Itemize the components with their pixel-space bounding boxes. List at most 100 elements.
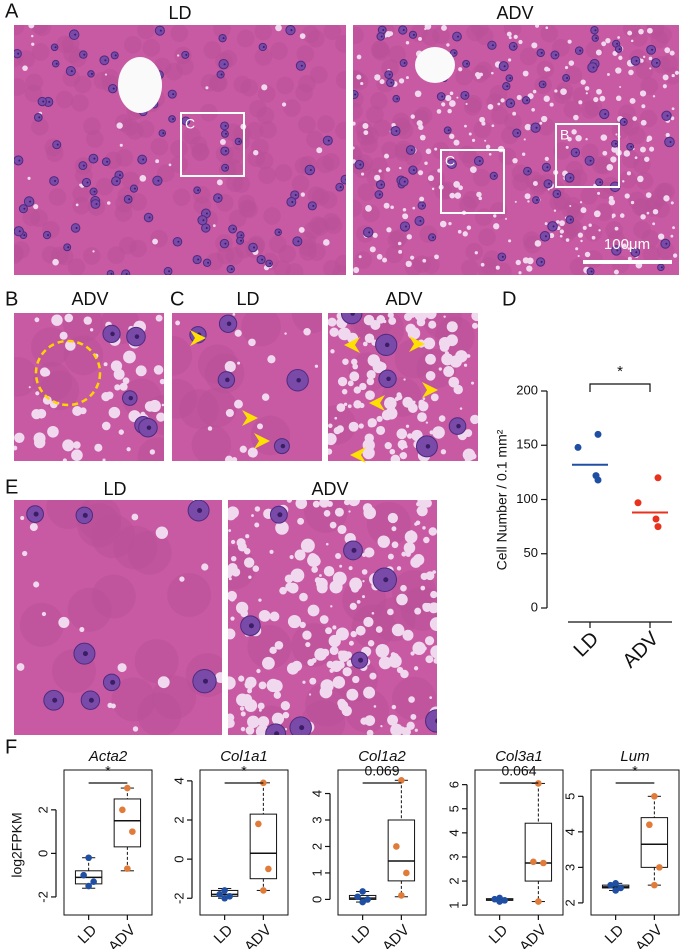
vacuole — [240, 726, 246, 732]
nucleolus — [225, 377, 230, 383]
vacuole — [334, 507, 344, 517]
vacuole — [228, 628, 236, 640]
vacuole — [424, 161, 428, 165]
vacuole — [334, 416, 338, 420]
cytoplasm — [455, 67, 473, 86]
nucleolus — [614, 142, 617, 145]
vacuole — [228, 577, 232, 581]
vacuole — [407, 433, 413, 439]
vacuole — [617, 36, 620, 39]
cytoplasm — [30, 209, 48, 228]
nucleolus — [380, 35, 383, 38]
nucleolus — [513, 45, 516, 48]
vacuole — [364, 549, 373, 558]
vacuole — [347, 404, 352, 409]
vacuole — [294, 549, 306, 561]
cytoplasm — [360, 135, 378, 154]
vacuole — [507, 58, 512, 62]
cytoplasm — [585, 40, 604, 59]
vacuole — [232, 313, 236, 316]
cytoplasm — [310, 66, 328, 84]
vacuole — [425, 353, 436, 365]
vacuole — [549, 232, 555, 239]
vacuole — [328, 448, 333, 455]
vacuole — [630, 39, 634, 43]
panel-label: D — [502, 288, 516, 310]
vacuole — [577, 254, 580, 258]
vacuole — [445, 94, 452, 102]
vacuole — [22, 65, 28, 71]
cytoplasm — [167, 572, 212, 617]
cytoplasm — [640, 77, 659, 95]
vacuole — [403, 542, 416, 554]
nucleolus — [503, 65, 506, 68]
data-point — [119, 806, 126, 814]
vacuole — [230, 539, 236, 545]
cytoplasm — [137, 437, 164, 461]
inset-label: B — [560, 127, 569, 143]
nucleolus — [309, 168, 312, 171]
vacuole — [52, 258, 59, 266]
vacuole — [366, 729, 374, 735]
vacuole — [441, 25, 447, 31]
data-point — [124, 865, 131, 872]
vacuole — [531, 107, 535, 112]
cytoplasm — [33, 25, 51, 37]
inset-label: C — [185, 116, 195, 132]
vacuole — [480, 262, 485, 267]
vacuole — [488, 152, 492, 156]
cytoplasm — [354, 251, 373, 269]
nucleolus — [412, 33, 415, 36]
data-point — [612, 880, 619, 887]
cytoplasm — [385, 245, 404, 264]
vacuole — [201, 563, 209, 571]
vacuole — [615, 95, 622, 102]
nucleolus — [110, 331, 115, 337]
vacuole — [156, 412, 164, 422]
nucleolus — [185, 119, 188, 122]
cytoplasm — [319, 191, 338, 209]
cytoplasm — [335, 35, 346, 53]
nucleolus — [278, 231, 281, 234]
vacuole — [579, 201, 583, 204]
vacuole — [328, 634, 341, 648]
nucleolus — [388, 73, 391, 76]
vacuole — [414, 728, 418, 732]
cytoplasm — [170, 155, 188, 174]
vessel — [415, 47, 455, 83]
vacuole — [375, 626, 383, 633]
vacuole — [615, 67, 622, 74]
vacuole — [425, 370, 436, 381]
nucleus — [630, 55, 641, 66]
vacuole — [514, 200, 517, 203]
data-point — [226, 893, 233, 900]
vacuole — [358, 255, 362, 259]
vacuole — [119, 143, 123, 147]
vacuole — [546, 67, 551, 72]
vacuole — [422, 258, 427, 263]
vacuole — [257, 423, 263, 430]
highlight-circle — [34, 339, 102, 407]
vacuole — [458, 67, 463, 72]
nucleolus — [404, 225, 407, 228]
vacuole — [79, 407, 87, 415]
cytoplasm — [519, 47, 538, 66]
cytoplasm — [170, 25, 189, 42]
vacuole — [493, 214, 497, 218]
vacuole — [362, 446, 375, 460]
box — [387, 819, 416, 882]
nucleus — [143, 212, 154, 223]
nucleolus — [238, 140, 241, 143]
vacuole — [524, 193, 531, 200]
vacuole — [405, 76, 409, 80]
panel-label: E — [5, 476, 18, 498]
cytoplasm — [491, 106, 509, 125]
vacuole — [257, 716, 270, 728]
vacuole — [484, 139, 487, 142]
vacuole — [641, 104, 646, 109]
cytoplasm — [306, 130, 324, 149]
vacuole — [405, 41, 410, 45]
vacuole — [281, 102, 287, 107]
cytoplasm — [172, 188, 191, 207]
vacuole — [400, 584, 407, 592]
